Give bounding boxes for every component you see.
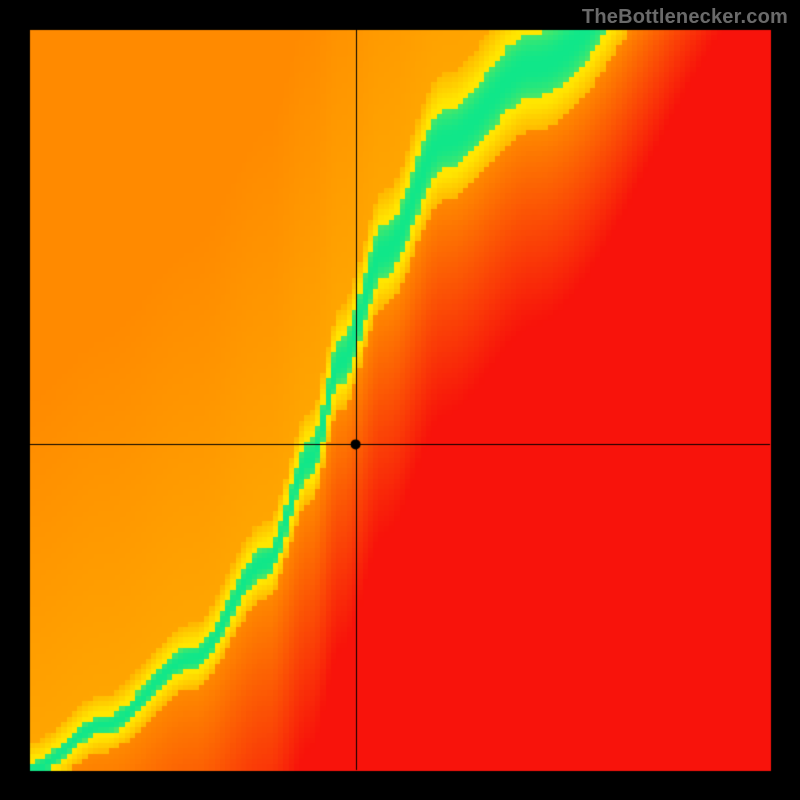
heatmap-canvas: [0, 0, 800, 800]
watermark-text: TheBottlenecker.com: [582, 6, 788, 29]
chart-container: TheBottlenecker.com: [0, 0, 800, 800]
